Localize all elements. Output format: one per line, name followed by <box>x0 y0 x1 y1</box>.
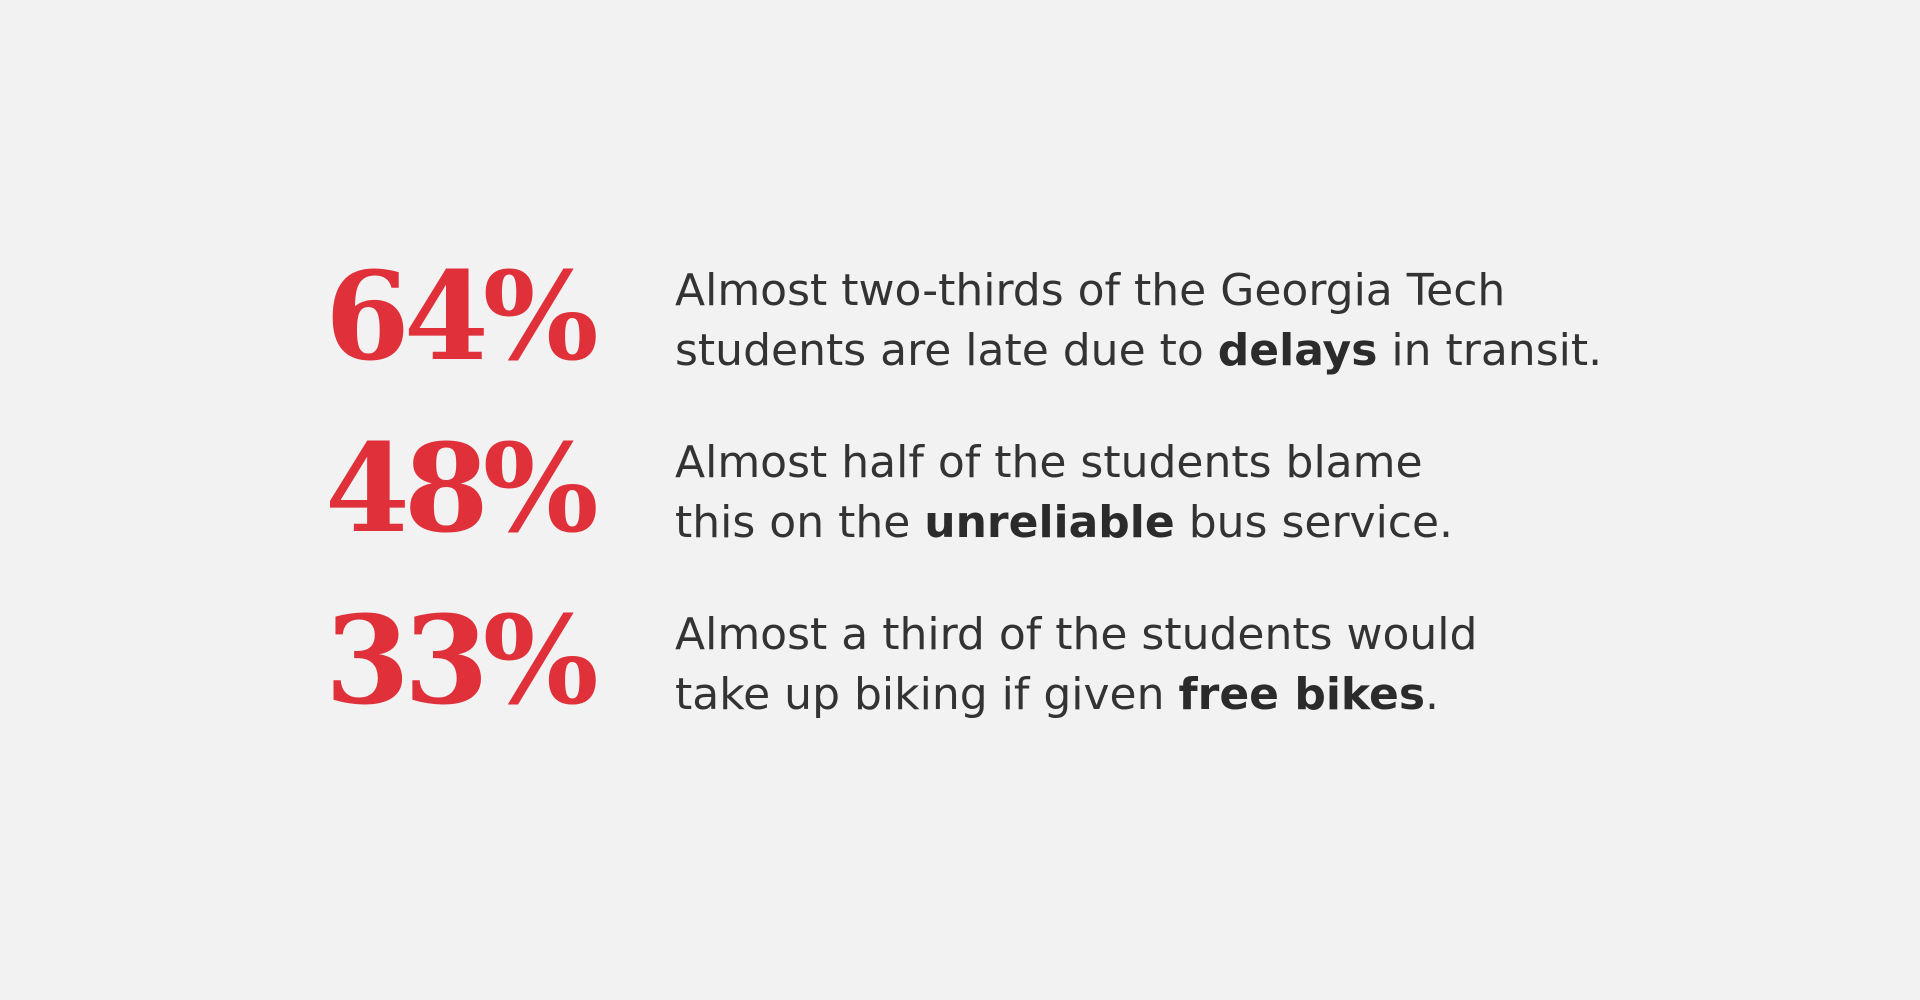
stat-text-segment: this on the <box>675 497 925 548</box>
stat-text-segment: students are late due to <box>675 325 1218 376</box>
stat-description-line: Almost two-thirds of the Georgia Tech <box>675 265 1506 316</box>
stat-percentage: 48% <box>325 416 599 560</box>
stat-percentage: 33% <box>325 588 599 732</box>
stat-percentage: 64% <box>325 244 599 388</box>
stat-description-line: Almost a third of the students would <box>675 609 1478 660</box>
stat-text-segment: take up biking if given <box>675 669 1179 720</box>
stat-description: Almost two-thirds of the Georgia Tech st… <box>675 261 1602 381</box>
stat-row: 33% Almost a third of the students would… <box>325 599 1645 771</box>
stat-row: 64% Almost two-thirds of the Georgia Tec… <box>325 255 1645 427</box>
stat-description-line: this on the unreliable bus service. <box>675 493 1453 553</box>
stat-row: 48% Almost half of the students blame th… <box>325 427 1645 599</box>
stat-description-line: students are late due to delays in trans… <box>675 321 1602 381</box>
stat-text-segment: in transit. <box>1377 325 1603 376</box>
stat-description-line: take up biking if given free bikes. <box>675 665 1477 725</box>
stat-emphasis: unreliable <box>924 497 1175 548</box>
stat-text-segment: bus service. <box>1174 497 1454 548</box>
stat-description: Almost half of the students blame this o… <box>675 433 1453 553</box>
stat-description-line: Almost half of the students blame <box>675 437 1423 488</box>
stat-emphasis: delays <box>1217 325 1378 376</box>
stat-emphasis: free bikes <box>1178 669 1426 720</box>
stat-description: Almost a third of the students would tak… <box>675 605 1477 725</box>
stats-list: 64% Almost two-thirds of the Georgia Tec… <box>325 255 1645 771</box>
stat-text-segment: . <box>1425 669 1440 720</box>
